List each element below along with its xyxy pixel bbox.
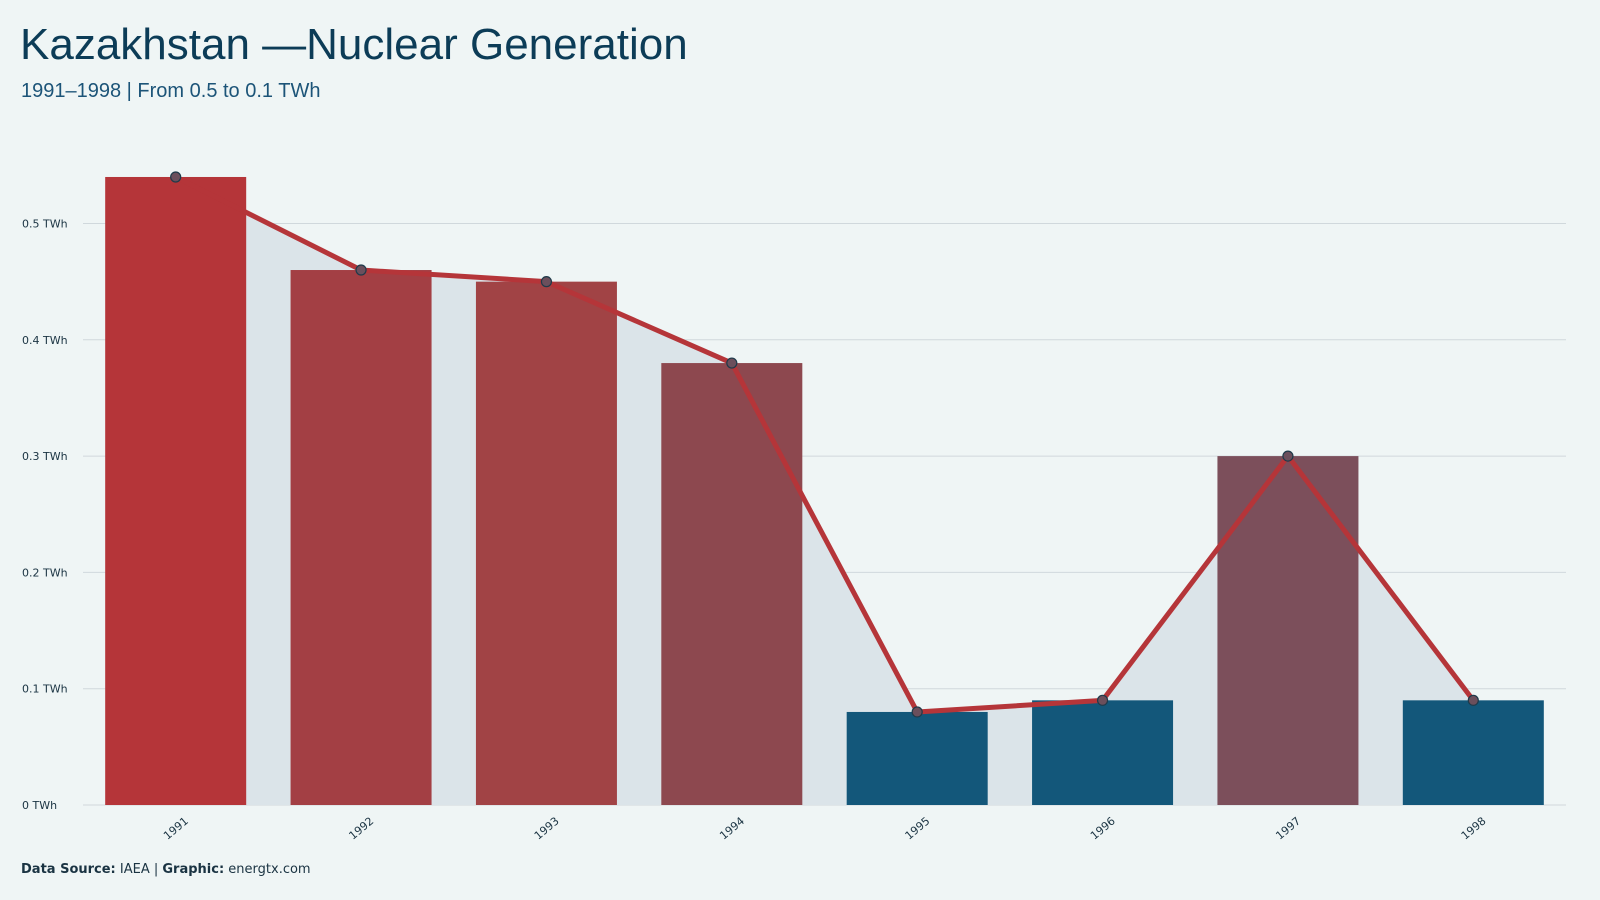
markers (170, 171, 1479, 718)
source-label: Data Source: (21, 862, 116, 877)
x-tick-label: 1996 (1088, 814, 1118, 842)
bar-1996 (1032, 700, 1174, 805)
x-tick-label: 1993 (532, 814, 562, 842)
trend-line (173, 174, 1476, 715)
point-1991 (170, 171, 182, 183)
y-tick-label: 0.3 TWh (22, 450, 68, 463)
series-line (173, 174, 1476, 715)
point-1997 (1282, 450, 1294, 462)
y-tick-label: 0 TWh (22, 799, 57, 812)
bar-1993 (475, 281, 617, 805)
x-tick-label: 1998 (1459, 814, 1489, 842)
y-axis-ticks: 0 TWh 0.1 TWh 0.2 TWh 0.3 TWh 0.4 TWh 0.5 TWh (22, 218, 68, 813)
chart-subtitle: 1991–1998 | From 0.5 to 0.1 TWh (21, 80, 321, 102)
bar-1991 (105, 176, 247, 806)
y-tick-label: 0.1 TWh (22, 683, 68, 696)
graphic-label: Graphic: (162, 862, 225, 877)
bars (105, 176, 1544, 806)
footer-credits: Data Source: IAEA | Graphic: energtx.com (21, 862, 311, 877)
bar-1995 (846, 711, 988, 805)
bar-1992 (290, 270, 432, 805)
bar-1994 (661, 363, 803, 805)
x-tick-label: 1991 (161, 814, 191, 842)
point-1996 (1096, 694, 1109, 706)
point-1992 (355, 264, 367, 276)
chart-title: Kazakhstan —Nuclear Generation (20, 20, 688, 69)
x-tick-label: 1994 (717, 814, 747, 842)
y-tick-label: 0.2 TWh (22, 566, 68, 579)
x-tick-label: 1992 (346, 814, 376, 842)
bar-1997 (1217, 456, 1359, 805)
source-value: IAEA | (115, 862, 163, 877)
bar-1998 (1402, 700, 1544, 805)
y-tick-label: 0.5 TWh (22, 218, 68, 231)
x-tick-label: 1995 (903, 814, 933, 842)
y-tick-label: 0.4 TWh (22, 334, 68, 347)
point-1995 (911, 706, 923, 718)
point-1994 (726, 357, 738, 369)
graphic-value: energtx.com (224, 862, 311, 877)
point-1998 (1467, 694, 1479, 706)
x-axis-ticks: 1991 1992 1993 1994 1995 1996 1997 1998 (161, 814, 1488, 842)
x-tick-label: 1997 (1273, 814, 1303, 842)
point-1993 (540, 276, 553, 288)
